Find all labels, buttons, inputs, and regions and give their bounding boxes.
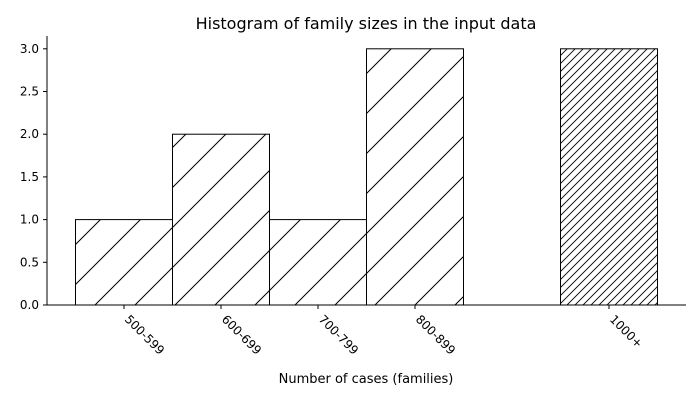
bar-600-699 xyxy=(172,133,270,306)
x-tick-label: 1000+ xyxy=(607,312,646,351)
y-tick-label: 1.0 xyxy=(20,213,39,227)
y-tick-label: 2.5 xyxy=(20,85,39,99)
x-tick-label: 700-799 xyxy=(316,312,361,357)
y-tick-label: 1.5 xyxy=(20,170,39,184)
y-tick-label: 2.0 xyxy=(20,127,39,141)
bar-1000+ xyxy=(560,48,658,306)
chart-title: Histogram of family sizes in the input d… xyxy=(196,14,537,33)
y-tick-label: 0.5 xyxy=(20,255,39,269)
bars-group xyxy=(75,48,658,306)
x-axis-ticks: 500-599 600-699 700-799 800-899 1000+ xyxy=(122,305,646,358)
bar-800-899 xyxy=(366,48,464,306)
bar-500-599 xyxy=(75,219,173,306)
x-axis-label: Number of cases (families) xyxy=(279,372,454,387)
x-tick-label: 800-899 xyxy=(413,312,458,357)
y-axis-ticks: 0.0 0.5 1.0 1.5 2.0 2.5 3.0 xyxy=(20,42,47,312)
y-tick-label: 0.0 xyxy=(20,298,39,312)
bar-700-799 xyxy=(269,219,367,306)
y-tick-label: 3.0 xyxy=(20,42,39,56)
x-tick-label: 500-599 xyxy=(122,312,167,357)
x-tick-label: 600-699 xyxy=(219,312,264,357)
